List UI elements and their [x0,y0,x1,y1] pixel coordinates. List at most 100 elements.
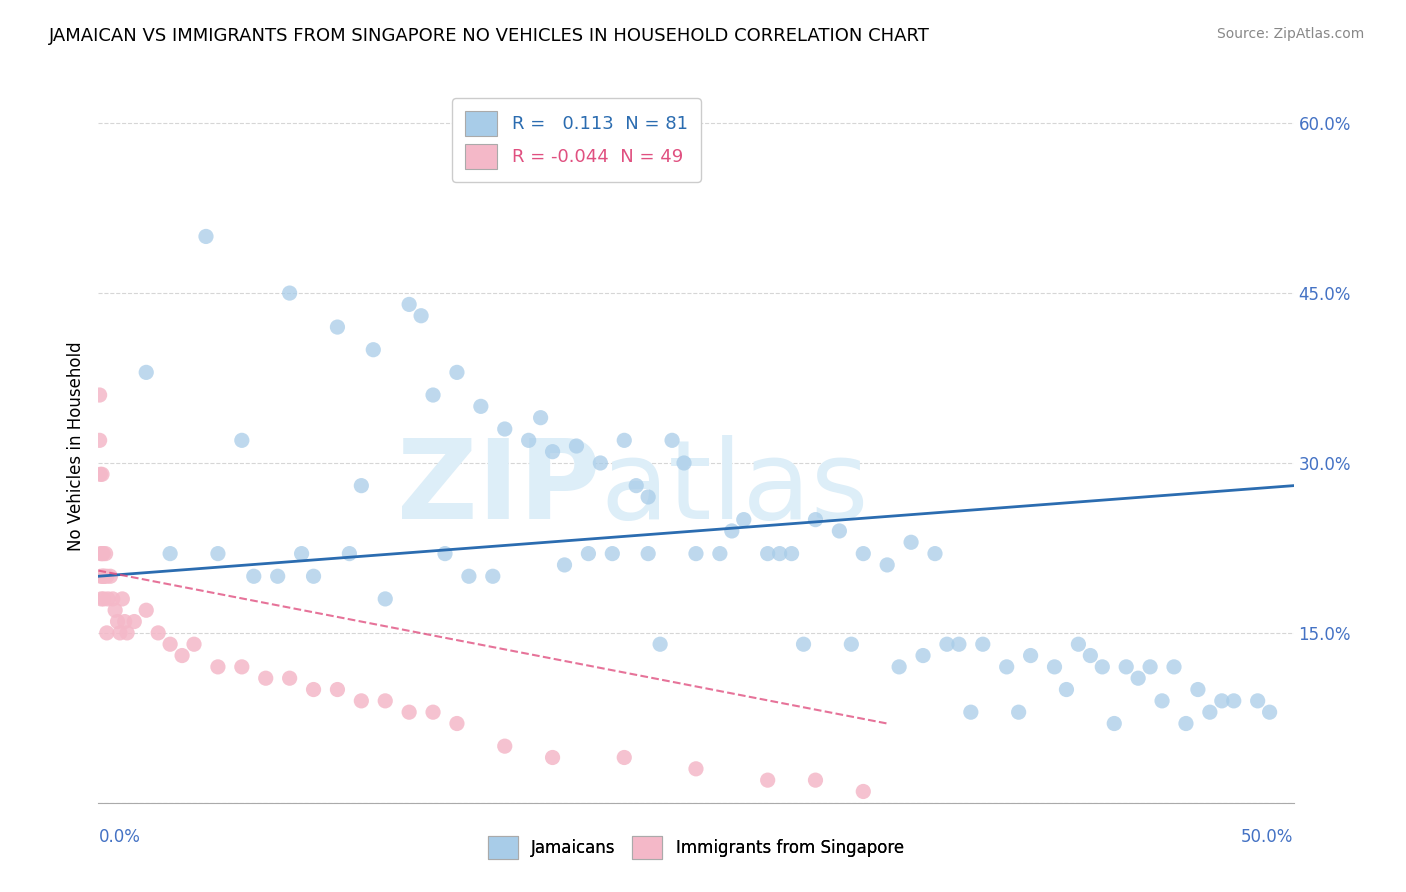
Point [613,434,636,448]
Point [350,694,373,708]
Point [231,660,253,674]
Point [159,637,181,651]
Text: 50.0%: 50.0% [1241,828,1294,846]
Point [841,637,863,651]
Point [101,591,124,606]
Point [1043,660,1066,674]
Point [115,626,138,640]
Text: Source: ZipAtlas.com: Source: ZipAtlas.com [1216,27,1364,41]
Point [793,637,815,651]
Point [637,547,659,561]
Point [613,750,636,764]
Point [411,309,433,323]
Point [89,388,111,402]
Point [828,524,851,538]
Point [900,535,922,549]
Text: ZIP: ZIP [396,435,600,542]
Point [1163,660,1185,674]
Point [207,547,229,561]
Point [267,569,290,583]
Legend: Jamaicans, Immigrants from Singapore: Jamaicans, Immigrants from Singapore [481,829,911,866]
Point [1104,716,1126,731]
Point [756,773,779,788]
Point [111,591,134,606]
Point [517,434,540,448]
Point [172,648,194,663]
Point [637,490,659,504]
Point [626,478,648,492]
Point [302,682,325,697]
Point [374,591,396,606]
Point [89,434,111,448]
Point [183,637,205,651]
Point [90,591,112,606]
Point [278,671,301,685]
Point [91,569,114,583]
Point [1223,694,1246,708]
Point [104,603,127,617]
Point [91,569,114,583]
Text: atlas: atlas [600,435,869,542]
Point [589,456,612,470]
Point [494,422,516,436]
Point [422,388,444,402]
Point [650,637,672,651]
Point [107,615,129,629]
Point [1152,694,1174,708]
Point [91,467,114,482]
Point [602,547,624,561]
Point [541,750,564,764]
Point [578,547,600,561]
Point [326,320,349,334]
Text: 0.0%: 0.0% [98,828,141,846]
Point [960,705,983,719]
Point [1056,682,1078,697]
Point [135,603,157,617]
Point [530,410,553,425]
Point [94,547,117,561]
Point [709,547,731,561]
Point [852,784,875,798]
Point [98,569,122,583]
Point [470,400,492,414]
Point [924,547,946,561]
Point [733,513,755,527]
Point [434,547,457,561]
Point [243,569,266,583]
Point [93,591,115,606]
Point [124,615,146,629]
Point [1247,694,1270,708]
Point [96,569,118,583]
Point [90,547,112,561]
Point [278,286,301,301]
Point [482,569,505,583]
Point [1091,660,1114,674]
Point [804,773,827,788]
Point [1187,682,1209,697]
Point [889,660,911,674]
Point [995,660,1018,674]
Point [108,626,131,640]
Point [91,547,114,561]
Point [685,762,707,776]
Point [93,569,115,583]
Point [446,365,468,379]
Point [769,547,792,561]
Point [96,626,118,640]
Point [231,434,253,448]
Point [291,547,314,561]
Point [350,478,373,492]
Point [458,569,481,583]
Point [852,547,875,561]
Point [1128,671,1150,685]
Point [673,456,696,470]
Point [302,569,325,583]
Point [1080,648,1102,663]
Point [339,547,361,561]
Point [780,547,803,561]
Point [148,626,170,640]
Point [541,444,564,458]
Point [1067,637,1090,651]
Point [554,558,576,572]
Point [422,705,444,719]
